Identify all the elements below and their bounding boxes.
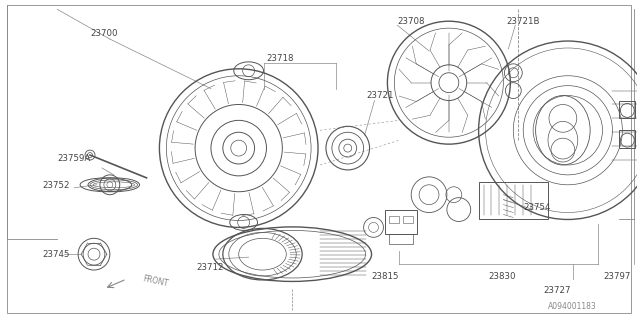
Text: 23815: 23815	[372, 272, 399, 282]
Text: 23721: 23721	[367, 91, 394, 100]
Text: 23759A: 23759A	[58, 154, 90, 163]
Text: 23708: 23708	[397, 17, 425, 26]
Text: 23797: 23797	[604, 272, 631, 282]
Text: A094001183: A094001183	[548, 302, 596, 311]
Text: 23712: 23712	[196, 263, 223, 272]
Bar	[403, 215, 413, 223]
Text: 23830: 23830	[488, 272, 516, 282]
Text: 23718: 23718	[267, 54, 294, 63]
Text: 23700: 23700	[90, 28, 118, 38]
Text: 23752: 23752	[42, 181, 70, 190]
Bar	[479, 182, 548, 220]
Bar	[620, 100, 636, 118]
Text: 23721B: 23721B	[506, 17, 540, 26]
Text: 23754: 23754	[524, 203, 551, 212]
Text: FRONT: FRONT	[141, 274, 169, 288]
Bar	[620, 130, 636, 148]
Bar	[389, 215, 399, 223]
Bar	[385, 210, 417, 234]
Text: 23727: 23727	[543, 286, 570, 295]
Text: 23745: 23745	[42, 250, 70, 259]
Bar	[389, 234, 413, 244]
